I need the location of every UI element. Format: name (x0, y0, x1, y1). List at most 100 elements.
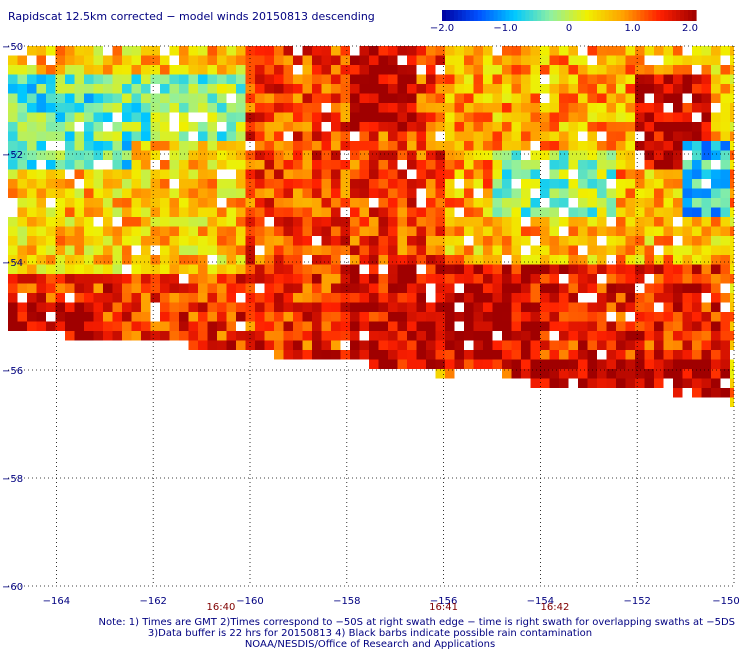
heatmap-cell (644, 331, 654, 341)
heatmap-cell (673, 255, 683, 265)
heatmap-cell (331, 55, 341, 65)
heatmap-cell (654, 84, 664, 94)
heatmap-cell (435, 150, 445, 160)
heatmap-cell (27, 207, 37, 217)
heatmap-cell (644, 65, 654, 75)
heatmap-cell (483, 65, 493, 75)
heatmap-cell (169, 255, 179, 265)
heatmap-cell (540, 65, 550, 75)
heatmap-cell (217, 112, 227, 122)
heatmap-cell (331, 112, 341, 122)
heatmap-cell (435, 321, 445, 331)
heatmap-cell (302, 74, 312, 84)
heatmap-cell (568, 65, 578, 75)
heatmap-cell (682, 340, 692, 350)
heatmap-cell (103, 293, 113, 303)
heatmap-cell (179, 74, 189, 84)
heatmap-cell (179, 112, 189, 122)
heatmap-cell (568, 217, 578, 227)
colorbar-swatch (620, 10, 626, 21)
heatmap-cell (616, 226, 626, 236)
heatmap-cell (131, 160, 141, 170)
heatmap-cell (274, 93, 284, 103)
heatmap-cell (473, 179, 483, 189)
heatmap-cell (122, 312, 132, 322)
heatmap-cell (511, 207, 521, 217)
heatmap-cell (635, 378, 645, 388)
heatmap-cell (663, 236, 673, 246)
heatmap-cell (84, 198, 94, 208)
heatmap-cell (236, 207, 246, 217)
heatmap-cell (492, 207, 502, 217)
heatmap-cell (302, 112, 312, 122)
heatmap-cell (217, 236, 227, 246)
heatmap-cell (17, 198, 27, 208)
heatmap-cell (378, 65, 388, 75)
heatmap-cell (141, 141, 151, 151)
heatmap-cell (65, 74, 75, 84)
heatmap-cell (226, 160, 236, 170)
heatmap-cell (483, 150, 493, 160)
heatmap-cell (502, 103, 512, 113)
heatmap-cell (549, 369, 559, 379)
heatmap-cell (692, 255, 702, 265)
heatmap-cell (321, 188, 331, 198)
heatmap-cell (302, 245, 312, 255)
heatmap-cell (682, 226, 692, 236)
heatmap-cell (673, 264, 683, 274)
heatmap-cell (407, 141, 417, 151)
heatmap-cell (530, 350, 540, 360)
heatmap-cell (274, 169, 284, 179)
heatmap-cell (65, 46, 75, 56)
heatmap-cell (302, 169, 312, 179)
heatmap-cell (711, 321, 721, 331)
heatmap-cell (350, 312, 360, 322)
heatmap-cell (93, 150, 103, 160)
heatmap-cell (720, 331, 730, 341)
heatmap-cell (416, 160, 426, 170)
heatmap-cell (179, 198, 189, 208)
heatmap-cell (350, 169, 360, 179)
heatmap-cell (654, 255, 664, 265)
heatmap-cell (720, 369, 730, 379)
heatmap-cell (46, 217, 56, 227)
heatmap-cell (55, 264, 65, 274)
heatmap-cell (198, 55, 208, 65)
heatmap-cell (350, 293, 360, 303)
heatmap-cell (454, 312, 464, 322)
heatmap-cell (559, 236, 569, 246)
heatmap-cell (65, 331, 75, 341)
heatmap-cell (369, 340, 379, 350)
heatmap-cell (502, 188, 512, 198)
heatmap-cell (606, 378, 616, 388)
heatmap-cell (625, 188, 635, 198)
heatmap-cell (407, 55, 417, 65)
heatmap-cell (483, 359, 493, 369)
heatmap-cell (663, 131, 673, 141)
heatmap-cell (198, 141, 208, 151)
heatmap-cell (312, 122, 322, 132)
heatmap-cell (112, 55, 122, 65)
heatmap-cell (93, 65, 103, 75)
heatmap-cell (530, 293, 540, 303)
heatmap-cell (682, 217, 692, 227)
heatmap-cell (293, 131, 303, 141)
heatmap-cell (511, 255, 521, 265)
heatmap-cell (236, 169, 246, 179)
heatmap-cell (473, 255, 483, 265)
heatmap-cell (188, 141, 198, 151)
heatmap-cell (321, 46, 331, 56)
heatmap-cell (207, 84, 217, 94)
heatmap-cell (397, 179, 407, 189)
heatmap-cell (8, 93, 18, 103)
heatmap-cell (559, 198, 569, 208)
heatmap-cell (36, 150, 46, 160)
heatmap-cell (654, 141, 664, 151)
heatmap-cell (464, 169, 474, 179)
heatmap-cell (74, 264, 84, 274)
heatmap-cell (530, 169, 540, 179)
heatmap-cell (369, 350, 379, 360)
heatmap-cell (682, 179, 692, 189)
heatmap-cell (711, 150, 721, 160)
heatmap-cell (720, 112, 730, 122)
